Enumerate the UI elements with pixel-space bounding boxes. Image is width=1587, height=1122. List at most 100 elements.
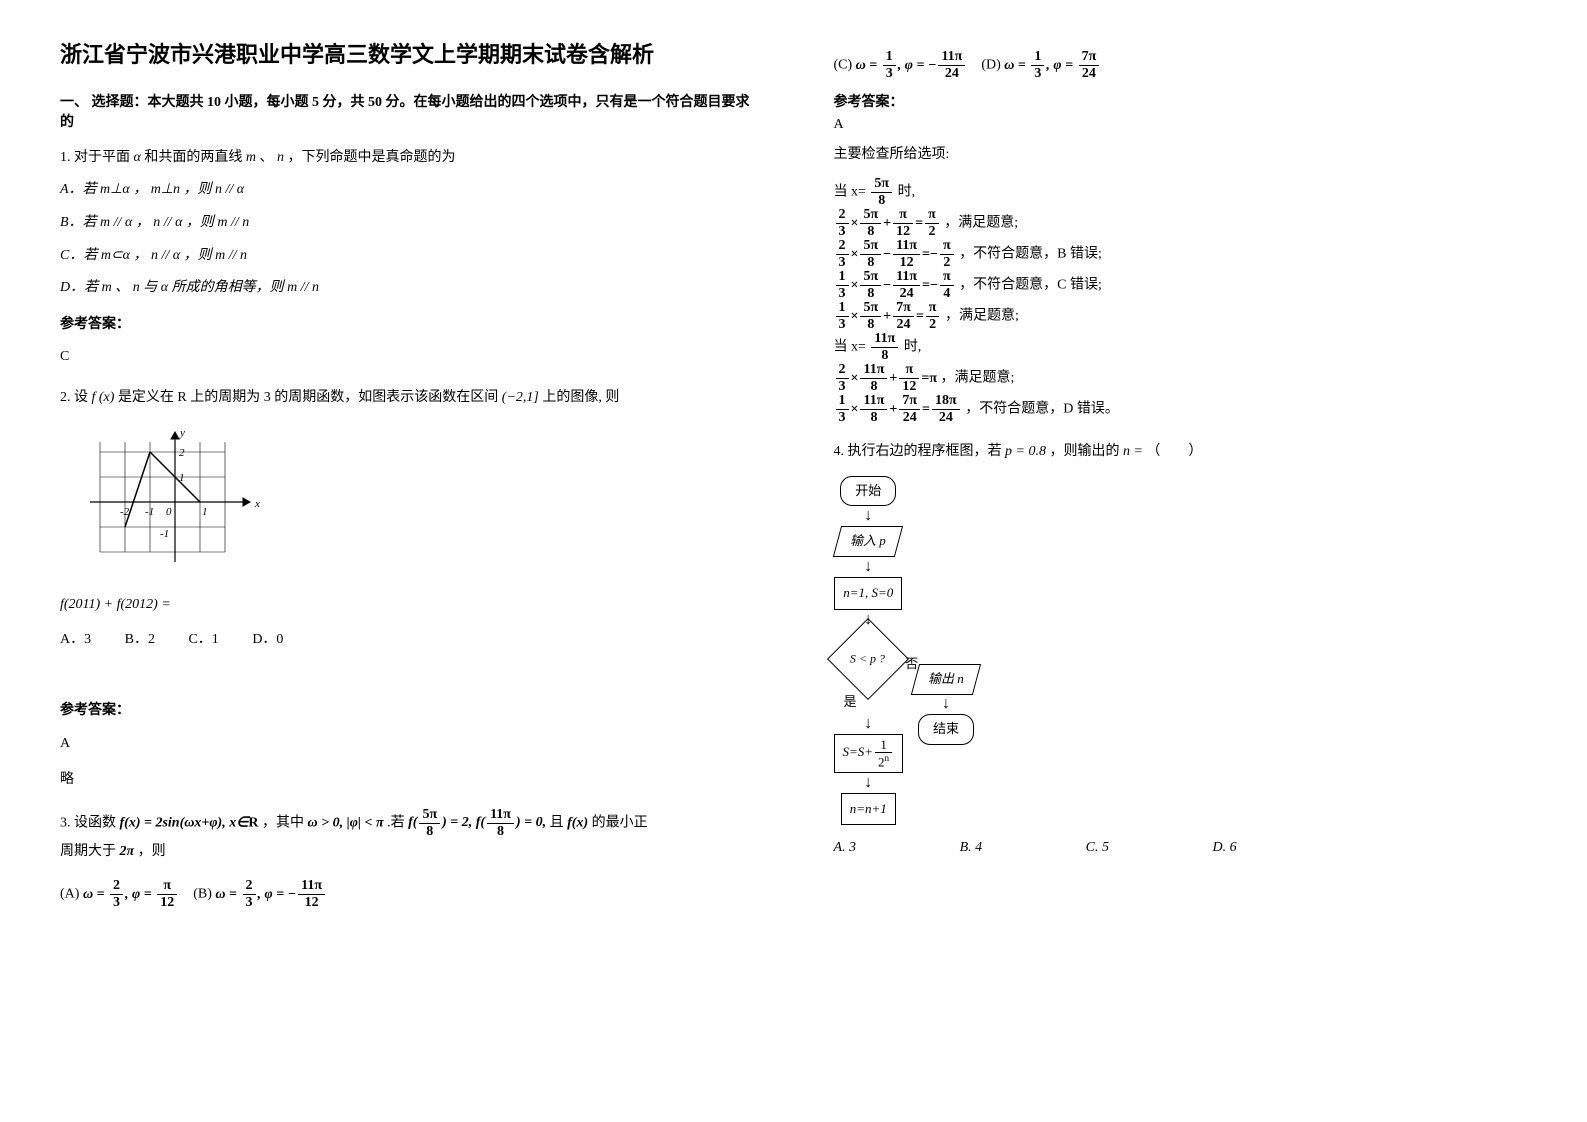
- svg-text:-1: -1: [145, 506, 154, 518]
- q3-cond: ω > 0, |φ| < π: [308, 815, 384, 830]
- q1-alpha: α: [134, 150, 141, 165]
- q3-optA: ω = 23, φ = π12: [83, 887, 183, 902]
- q2-stem-c: 上的图像, 则: [539, 390, 620, 405]
- q1-option-c: C．若 m⊂α ， n // α ，则 m // n: [60, 243, 754, 270]
- q3-line6e: 13×11π8+7π24=18π24 ，不符合题意，D 错误。: [834, 394, 1528, 425]
- q1-stem-b: 和共面的两直线: [141, 150, 246, 165]
- svg-text:1: 1: [202, 506, 208, 518]
- svg-text:-1: -1: [160, 528, 169, 540]
- svg-text:1: 1: [179, 472, 185, 484]
- q4-options: A. 3 B. 4 C. 5 D. 6: [834, 835, 1528, 862]
- q2-stem-b: 是定义在 R 上的周期为 3 的周期函数，如图表示该函数在区间: [114, 390, 501, 405]
- q2-stem-a: 2. 设: [60, 390, 92, 405]
- svg-text:y: y: [179, 427, 185, 439]
- q3-line1: 23×5π8+π12=π2 ，满足题意;: [834, 208, 1528, 239]
- q4-opt-d: D. 6: [1212, 840, 1236, 855]
- q2-opt-b: B．2: [125, 632, 155, 647]
- q2-answer: A: [60, 731, 754, 758]
- svg-text:2: 2: [179, 447, 185, 459]
- q3-answer: A: [834, 117, 1528, 133]
- question-4: 4. 执行右边的程序框图，若 p = 0.8 ，则输出的 n = （ ） 开始 …: [834, 439, 1528, 862]
- q1-answer: C: [60, 344, 754, 371]
- fc-input: 输入 p: [833, 526, 903, 557]
- fc-init: n=1, S=0: [834, 577, 902, 610]
- q3-optD-label: (D): [981, 58, 1000, 73]
- arrow-icon: ↓: [864, 559, 872, 575]
- q3-optB: ω = 23, φ = −11π12: [215, 887, 327, 902]
- q4-stem-c: （ ）: [1143, 444, 1203, 459]
- page: 浙江省宁波市兴港职业中学高三数学文上学期期末试卷含解析 一、 选择题：本大题共 …: [60, 40, 1527, 924]
- q3-fx: f(x): [567, 815, 588, 830]
- q3-line2: 周期大于 2π ，则: [60, 839, 754, 866]
- q3-optC-label: (C): [834, 58, 853, 73]
- arrow-icon: ↓: [864, 716, 872, 732]
- q4-stem-a: 4. 执行右边的程序框图，若: [834, 444, 1006, 459]
- fc-output: 输出 n: [911, 664, 981, 695]
- q3-stem-a: 3. 设函数: [60, 815, 120, 830]
- q4-opt-c: C. 5: [1086, 840, 1109, 855]
- svg-text:x: x: [254, 498, 260, 510]
- q1-n: n: [277, 150, 284, 165]
- q4-stem-b: ，则输出的: [1046, 444, 1123, 459]
- q2-interval: (−2,1]: [502, 390, 539, 405]
- q2-fx: f (x): [92, 390, 115, 405]
- fc-cond: S < p ?: [827, 618, 909, 700]
- q3-line5e: 23×11π8+π12=π ，满足题意;: [834, 363, 1528, 394]
- fc-yes: 是: [844, 690, 857, 715]
- q3-optC: ω = 13, φ = −11π24: [856, 58, 971, 73]
- arrow-icon: ↓: [864, 775, 872, 791]
- q3-line2e: 23×5π8−11π12=−π2 ，不符合题意，B 错误;: [834, 239, 1528, 270]
- section-heading: 一、 选择题：本大题共 10 小题，每小题 5 分，共 50 分。在每小题给出的…: [60, 91, 754, 131]
- q3-stem-c: .若: [384, 815, 409, 830]
- svg-text:0: 0: [166, 506, 172, 518]
- q4-flowchart: 开始 ↓ 输入 p ↓ n=1, S=0 ↓ S < p ? 否 是 ↓ S=S…: [834, 476, 1528, 826]
- q1-answer-label: 参考答案：: [60, 312, 754, 339]
- q3-options-cd: (C) ω = 13, φ = −11π24 (D) ω = 13, φ = 7…: [834, 50, 1528, 81]
- q2-graph-svg: -2 -1 0 1 1 2 -1 x y: [60, 422, 280, 572]
- q3-stem-e: 的最小正: [588, 815, 648, 830]
- q2-note: 略: [60, 767, 754, 794]
- q2-tail: f(2011) + f(2012) =: [60, 597, 171, 612]
- q1-m: m: [246, 150, 256, 165]
- q3-line3e: 13×5π8−11π24=−π4 ，不符合题意，C 错误;: [834, 270, 1528, 301]
- q2-answer-label: 参考答案：: [60, 698, 754, 725]
- q3-fdef: f(x) = 2sin(ωx+φ), x∈R: [120, 815, 259, 830]
- q4-opt-b: B. 4: [960, 840, 983, 855]
- fc-body: S=S+12n: [834, 734, 904, 772]
- q1-stem-c: 、: [256, 150, 277, 165]
- q2-graph: -2 -1 0 1 1 2 -1 x y: [60, 422, 754, 583]
- q3-working: 当 x= 5π8 时, 23×5π8+π12=π2 ，满足题意; 23×5π8−…: [834, 177, 1528, 425]
- q1-option-d: D．若 m 、 n 与 α 所成的角相等，则 m // n: [60, 275, 754, 302]
- q1-stem-a: 1. 对于平面: [60, 150, 134, 165]
- q4-n: n =: [1123, 444, 1143, 459]
- question-1: 1. 对于平面 α 和共面的两直线 m 、 n ，下列命题中是真命题的为 A．若…: [60, 145, 754, 371]
- q2-opt-a: A．3: [60, 632, 91, 647]
- arrow-icon: ↓: [864, 508, 872, 524]
- q2-opt-c: C．1: [188, 632, 218, 647]
- q3-answer-label: 参考答案：: [834, 91, 1528, 111]
- q2-opt-d: D．0: [252, 632, 283, 647]
- q3-optB-label: (B): [193, 887, 212, 902]
- arrow-icon: ↓: [942, 696, 950, 712]
- left-column: 浙江省宁波市兴港职业中学高三数学文上学期期末试卷含解析 一、 选择题：本大题共 …: [60, 40, 754, 924]
- q3-optA-label: (A): [60, 887, 79, 902]
- q3-stem-b: ，其中: [259, 815, 308, 830]
- question-3: 3. 设函数 f(x) = 2sin(ωx+φ), x∈R ，其中 ω > 0,…: [60, 808, 754, 911]
- right-column: (C) ω = 13, φ = −11π24 (D) ω = 13, φ = 7…: [834, 40, 1528, 924]
- q3-vals: f(5π8) = 2, f(11π8) = 0,: [408, 815, 550, 830]
- q2-options: A．3 B．2 C．1 D．0: [60, 627, 754, 654]
- svg-text:-2: -2: [120, 506, 130, 518]
- q1-stem-d: ，下列命题中是真命题的为: [284, 150, 456, 165]
- fc-end: 结束: [918, 714, 974, 745]
- q3-step1: 当 x= 5π8 时,: [834, 177, 1528, 208]
- fc-start: 开始: [840, 476, 896, 507]
- question-2: 2. 设 f (x) 是定义在 R 上的周期为 3 的周期函数，如图表示该函数在…: [60, 385, 754, 794]
- q4-opt-a: A. 3: [834, 840, 857, 855]
- fc-inc: n=n+1: [841, 793, 896, 826]
- q3-options-ab: (A) ω = 23, φ = π12 (B) ω = 23, φ = −11π…: [60, 879, 754, 910]
- q3-stem-d: 且: [550, 815, 568, 830]
- q3-optD: ω = 13, φ = 7π24: [1004, 58, 1101, 73]
- q3-explain-title: 主要检查所给选项:: [834, 143, 1528, 163]
- q4-cond: p = 0.8: [1005, 444, 1046, 459]
- q1-option-a: A．若 m⊥α ， m⊥n ，则 n // α: [60, 177, 754, 204]
